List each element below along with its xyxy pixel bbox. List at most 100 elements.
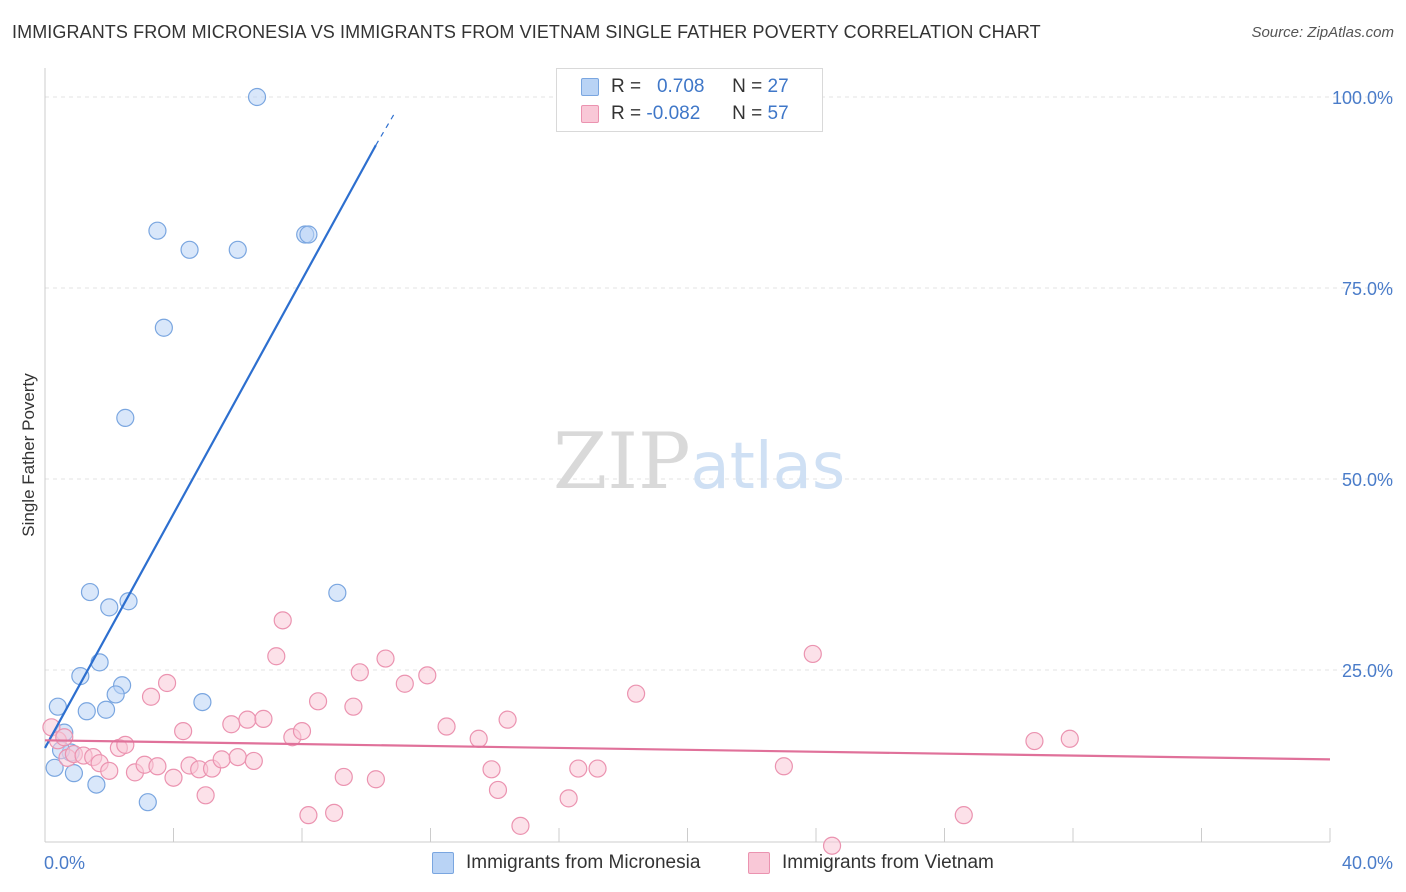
micronesia-points bbox=[45, 87, 347, 812]
vietnam-point bbox=[366, 770, 385, 789]
micronesia-point bbox=[228, 240, 247, 259]
micronesia-trend-extension bbox=[375, 111, 396, 146]
axis-layer bbox=[44, 68, 1331, 843]
micronesia-trend-line bbox=[44, 144, 377, 749]
vietnam-point bbox=[325, 803, 344, 822]
vietnam-point bbox=[488, 780, 508, 800]
vietnam-point bbox=[626, 684, 646, 703]
micronesia-point bbox=[87, 775, 106, 794]
legend-r-vietnam: R = -0.082 bbox=[611, 103, 711, 125]
legend-r-micronesia: R = 0.708 bbox=[611, 76, 711, 98]
r-value: -0.082 bbox=[646, 103, 701, 124]
vietnam-point bbox=[1060, 729, 1079, 748]
source-label: Source: ZipAtlas.com bbox=[1251, 24, 1394, 41]
y-tick-100: 100.0% bbox=[1332, 88, 1393, 108]
micronesia-point bbox=[90, 653, 109, 672]
legend-row-micronesia: R = 0.708 N = 27 bbox=[581, 74, 789, 100]
n-value: 27 bbox=[767, 76, 789, 97]
vietnam-point bbox=[437, 717, 456, 736]
micronesia-point bbox=[154, 318, 173, 337]
legend-label-micronesia: Immigrants from Micronesia bbox=[466, 852, 701, 873]
vietnam-swatch bbox=[581, 105, 599, 123]
vietnam-point bbox=[254, 709, 273, 728]
micronesia-point bbox=[299, 225, 318, 244]
micronesia-swatch bbox=[581, 78, 599, 96]
vietnam-point bbox=[174, 722, 193, 741]
vietnam-point bbox=[376, 649, 395, 668]
vietnam-point bbox=[148, 757, 167, 776]
vietnam-trend-line bbox=[44, 739, 1331, 761]
grid-layer bbox=[45, 96, 1395, 671]
y-tick-25: 25.0% bbox=[1342, 661, 1393, 681]
y-tick-50: 50.0% bbox=[1342, 470, 1393, 490]
micronesia-point bbox=[48, 697, 67, 716]
vietnam-point bbox=[344, 697, 363, 716]
vietnam-point bbox=[164, 768, 183, 787]
x-tick-min: 0.0% bbox=[44, 853, 85, 873]
vietnam-point bbox=[55, 728, 74, 747]
vietnam-point bbox=[100, 761, 119, 780]
vietnam-point bbox=[222, 715, 241, 734]
r-label: R = bbox=[611, 103, 642, 124]
chart-title: IMMIGRANTS FROM MICRONESIA VS IMMIGRANTS… bbox=[12, 22, 1041, 42]
trend-lines bbox=[44, 111, 1331, 761]
n-label: N = bbox=[732, 103, 763, 124]
vietnam-point bbox=[588, 759, 607, 778]
vietnam-point bbox=[822, 836, 842, 855]
micronesia-point bbox=[180, 240, 199, 259]
x-tick-max: 40.0% bbox=[1342, 853, 1393, 873]
vietnam-point bbox=[292, 722, 312, 741]
series-legend: Immigrants from Micronesia Immigrants fr… bbox=[0, 852, 1406, 878]
vietnam-point bbox=[954, 806, 973, 825]
vietnam-legend-swatch bbox=[748, 852, 770, 874]
y-axis-label: Single Father Poverty bbox=[19, 373, 38, 537]
vietnam-point bbox=[157, 673, 177, 693]
vietnam-point bbox=[1025, 731, 1044, 751]
vietnam-point bbox=[803, 644, 822, 664]
vietnam-point bbox=[334, 767, 353, 787]
watermark-zip: ZIP bbox=[553, 417, 691, 507]
micronesia-point bbox=[96, 700, 116, 719]
correlation-legend: R = 0.708 N = 27 R = -0.082 N = 57 bbox=[556, 68, 823, 132]
vietnam-point bbox=[395, 674, 414, 693]
legend-row-vietnam: R = -0.082 N = 57 bbox=[581, 101, 789, 127]
vietnam-point bbox=[418, 666, 437, 685]
legend-n-micronesia: N = 27 bbox=[711, 76, 789, 98]
vietnam-points bbox=[42, 611, 1079, 855]
vietnam-point bbox=[228, 747, 247, 767]
vietnam-point bbox=[116, 735, 135, 754]
micronesia-legend-swatch bbox=[432, 852, 454, 874]
legend-item-vietnam[interactable]: Immigrants from Vietnam bbox=[748, 852, 994, 874]
vietnam-point bbox=[498, 710, 517, 729]
vietnam-point bbox=[273, 611, 292, 630]
micronesia-point bbox=[247, 87, 267, 107]
vietnam-point bbox=[469, 729, 488, 748]
micronesia-point bbox=[328, 583, 347, 602]
vietnam-point bbox=[299, 806, 318, 825]
vietnam-point bbox=[308, 692, 328, 711]
legend-item-micronesia[interactable]: Immigrants from Micronesia bbox=[432, 852, 700, 874]
micronesia-point bbox=[80, 582, 100, 602]
vietnam-point bbox=[141, 687, 161, 706]
legend-n-vietnam: N = 57 bbox=[711, 103, 789, 125]
watermark: ZIPatlas bbox=[553, 417, 845, 507]
vietnam-point bbox=[212, 750, 231, 769]
micronesia-point bbox=[148, 221, 167, 240]
micronesia-point bbox=[45, 758, 64, 777]
r-value: 0.708 bbox=[656, 76, 705, 97]
watermark-atlas: atlas bbox=[691, 430, 846, 504]
vietnam-point bbox=[238, 710, 257, 729]
vietnam-point bbox=[559, 789, 578, 808]
micronesia-point bbox=[193, 692, 212, 712]
vietnam-point bbox=[350, 663, 369, 682]
r-label: R = bbox=[611, 76, 642, 97]
micronesia-point bbox=[100, 598, 119, 617]
n-label: N = bbox=[732, 76, 763, 97]
vietnam-point bbox=[244, 751, 263, 771]
vietnam-point bbox=[569, 759, 588, 778]
micronesia-point bbox=[106, 685, 125, 704]
y-tick-75: 75.0% bbox=[1342, 279, 1393, 299]
micronesia-point bbox=[116, 408, 135, 427]
legend-label-vietnam: Immigrants from Vietnam bbox=[782, 852, 994, 873]
